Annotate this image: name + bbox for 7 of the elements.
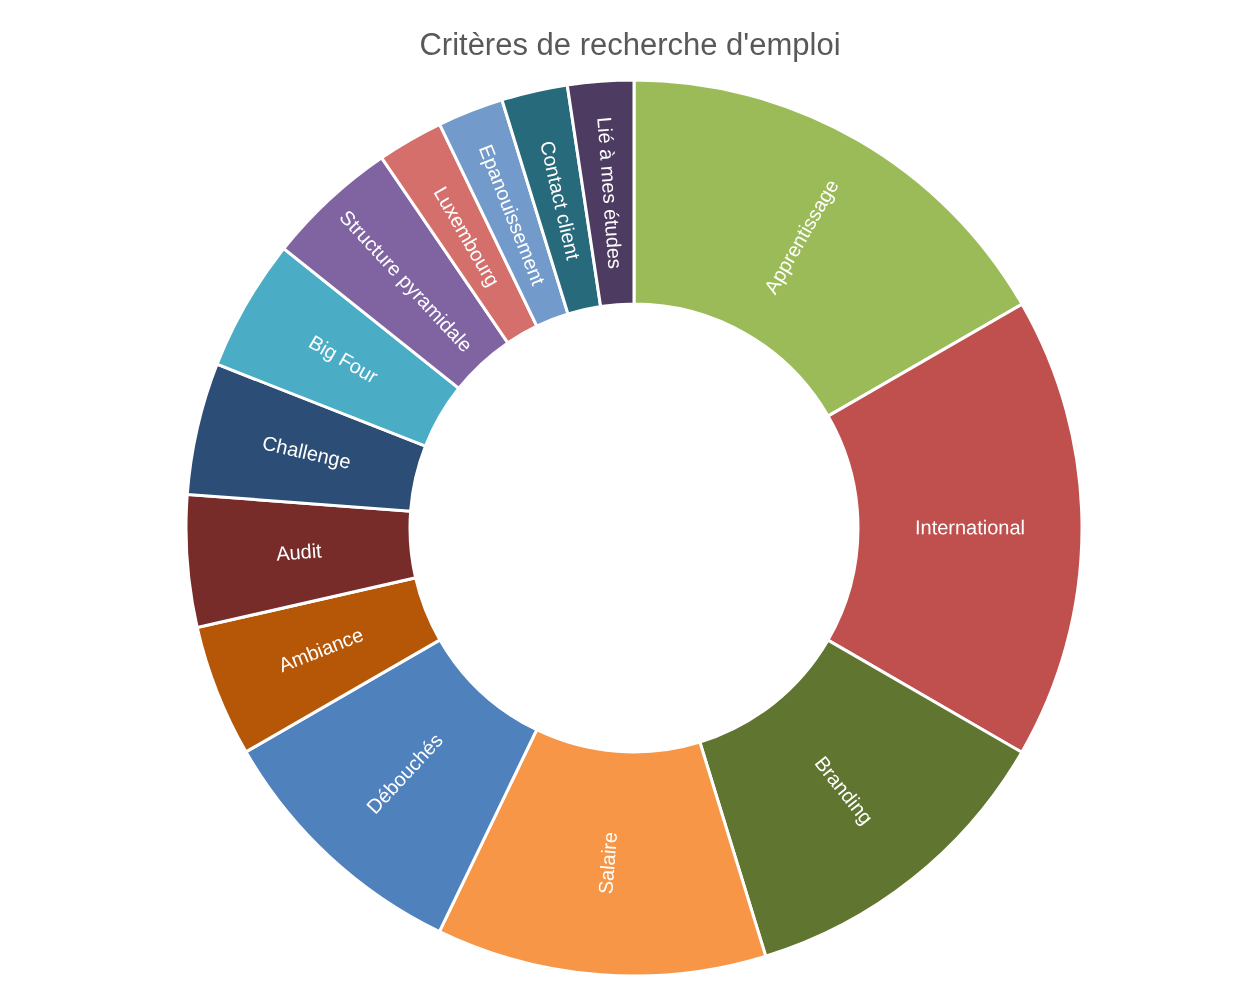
slice-label: Salaire	[594, 831, 621, 895]
slice-label: Audit	[275, 539, 323, 565]
slice-label: International	[914, 516, 1026, 539]
chart-title: Critères de recherche d'emploi	[419, 27, 841, 62]
slice-label: Challenge	[260, 431, 354, 473]
slice-label: Lié à mes études	[593, 116, 627, 270]
slice-label: Big Four	[305, 330, 383, 388]
